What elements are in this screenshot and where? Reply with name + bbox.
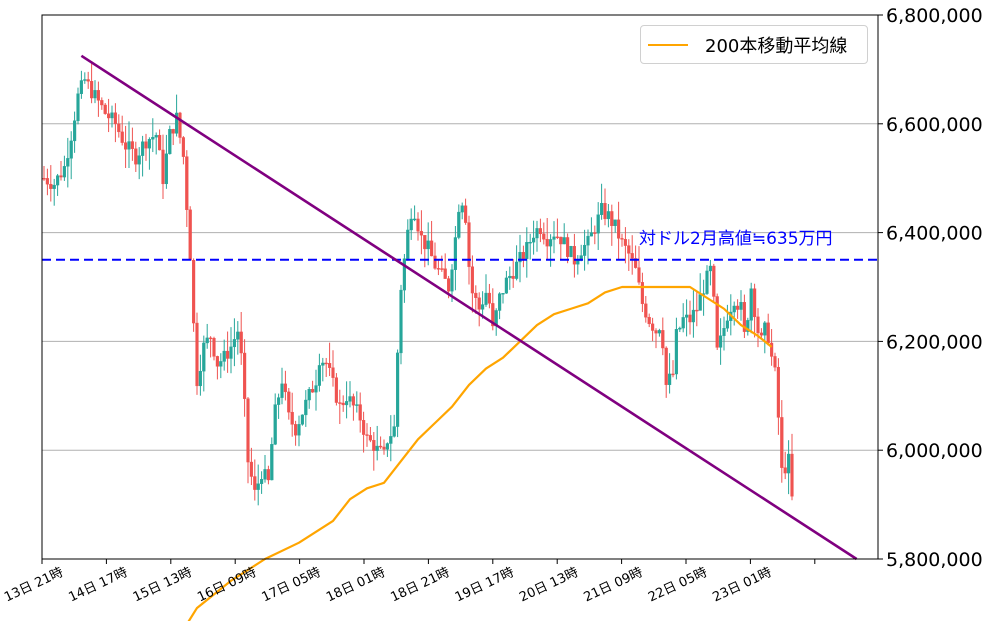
y-tick-label: 6,600,000 bbox=[886, 114, 983, 136]
x-tick-label: 18日 21時 bbox=[388, 565, 452, 605]
moving-average-line bbox=[187, 285, 773, 621]
legend-line-swatch bbox=[648, 44, 688, 46]
x-tick-label: 23日 01時 bbox=[710, 565, 774, 605]
y-tick-label: 6,200,000 bbox=[886, 331, 983, 353]
x-tick-label: 22日 05時 bbox=[646, 565, 710, 605]
y-tick-label: 6,800,000 bbox=[886, 5, 983, 27]
y-axis: 5,800,000 6,000,000 6,200,000 6,400,000 6,60… bbox=[878, 5, 983, 571]
x-tick-label: 18日 01時 bbox=[324, 565, 388, 605]
x-tick-label: 13日 21時 bbox=[2, 565, 66, 605]
x-tick-label: 21日 09時 bbox=[582, 565, 646, 605]
x-tick-label: 17日 05時 bbox=[260, 565, 324, 605]
candles bbox=[42, 61, 794, 506]
x-tick-label: 20日 13時 bbox=[517, 565, 581, 605]
legend-label: 200本移動平均線 bbox=[705, 36, 848, 57]
plot-frame bbox=[41, 14, 879, 560]
legend: 200本移動平均線 bbox=[640, 25, 868, 64]
x-tick-label: 15日 13時 bbox=[131, 565, 195, 605]
downtrend-line bbox=[80, 54, 858, 561]
x-axis: 13日 21時 14日 17時 15日 13時 16日 09時 17日 05時 18日 0… bbox=[2, 559, 816, 605]
x-tick-label: 14日 17時 bbox=[66, 565, 130, 605]
y-tick-label: 6,000,000 bbox=[886, 440, 983, 462]
y-tick-label: 5,800,000 bbox=[886, 549, 983, 571]
x-tick-label: 19日 17時 bbox=[453, 565, 517, 605]
y-tick-label: 6,400,000 bbox=[886, 223, 983, 245]
resistance-annotation: 対ドル2月高値≒635万円 bbox=[639, 229, 833, 249]
x-tick-label: 16日 09時 bbox=[195, 565, 259, 605]
